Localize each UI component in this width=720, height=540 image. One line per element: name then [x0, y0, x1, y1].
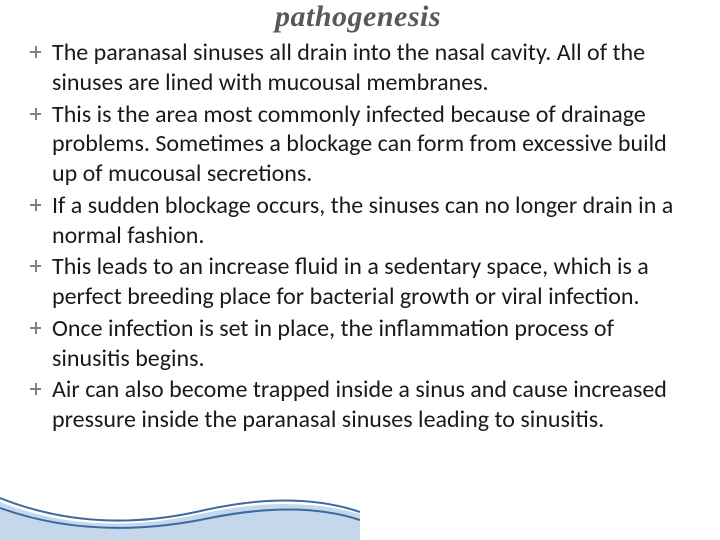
list-item: The paranasal sinuses all drain into the… [30, 38, 696, 98]
corner-swoosh-decoration [0, 484, 360, 540]
swoosh-line-1 [0, 498, 360, 521]
list-item: This is the area most commonly infected … [30, 100, 696, 189]
slide-title: pathogenesis [20, 0, 696, 34]
bullet-list: The paranasal sinuses all drain into the… [20, 38, 696, 435]
bullet-text: This leads to an increase fluid in a sed… [52, 252, 649, 311]
list-item: Air can also become trapped inside a sin… [30, 375, 696, 435]
swoosh-fill [0, 502, 360, 540]
bullet-text: This is the area most commonly infected … [52, 100, 667, 189]
bullet-text: Once infection is set in place, the infl… [52, 314, 614, 373]
swoosh-line-2 [0, 508, 360, 528]
list-item: Once infection is set in place, the infl… [30, 314, 696, 374]
bullet-text: Air can also become trapped inside a sin… [52, 375, 667, 434]
list-item: This leads to an increase fluid in a sed… [30, 252, 696, 312]
slide: pathogenesis The paranasal sinuses all d… [0, 0, 720, 540]
bullet-text: The paranasal sinuses all drain into the… [52, 38, 645, 97]
bullet-text: If a sudden blockage occurs, the sinuses… [52, 191, 673, 250]
list-item: If a sudden blockage occurs, the sinuses… [30, 191, 696, 251]
